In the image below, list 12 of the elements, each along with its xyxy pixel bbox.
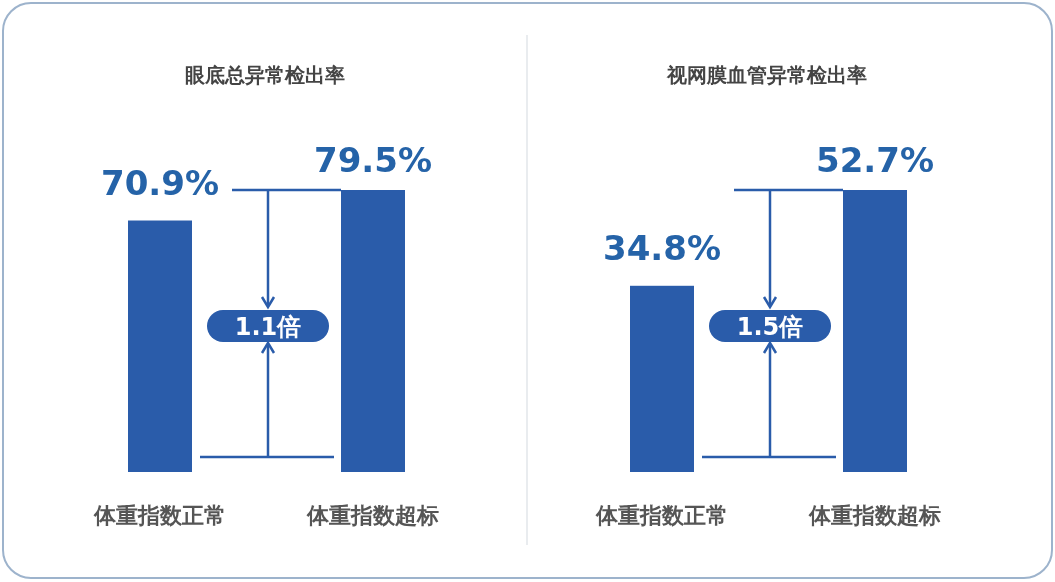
chart-title: 视网膜血管异常检出率	[666, 63, 867, 87]
data-label: 79.5%	[314, 140, 432, 180]
x-tick-label: 体重指数正常	[93, 503, 226, 528]
x-tick-label: 体重指数超标	[808, 503, 941, 528]
data-label: 34.8%	[603, 227, 721, 268]
annotation: 1.1倍	[234, 313, 302, 341]
x-tick-label: 体重指数正常	[595, 503, 728, 528]
data-label: 70.9%	[101, 162, 219, 203]
chart-title: 眼底总异常检出率	[185, 63, 345, 87]
data-label: 52.7%	[816, 140, 934, 180]
annotation: 1.5倍	[736, 313, 804, 341]
x-tick-label: 体重指数超标	[306, 503, 439, 528]
